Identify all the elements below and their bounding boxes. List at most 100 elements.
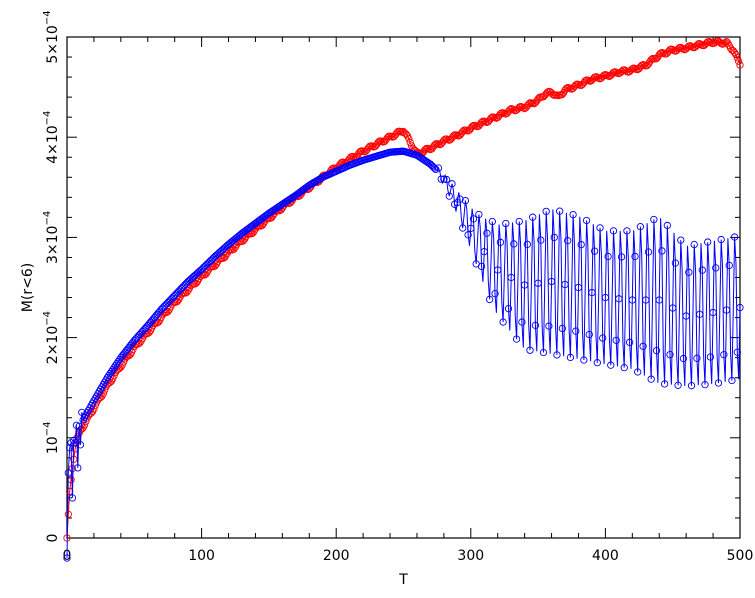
series-blue-point	[502, 219, 510, 228]
series-blue-point	[615, 295, 623, 303]
series-blue-point	[64, 469, 72, 477]
series-blue-point	[604, 252, 612, 261]
y-tick-exponent: −4	[42, 111, 53, 126]
series-blue-point	[531, 321, 540, 329]
series-red-point	[735, 57, 743, 65]
series-blue-point	[569, 210, 577, 219]
series-blue-point	[545, 322, 553, 330]
series-blue-point	[644, 248, 653, 256]
series-blue-point	[658, 247, 666, 255]
series-layer	[63, 37, 744, 562]
y-tick-mantissa: 4×10	[45, 125, 61, 163]
x-tick-label: 300	[457, 548, 484, 564]
y-tick-mantissa: 3×10	[45, 226, 61, 264]
series-blue-point	[642, 296, 650, 304]
series-blue-point	[693, 354, 701, 362]
series-red-point	[455, 132, 463, 140]
series-blue-point	[534, 279, 542, 287]
x-tick-label: 100	[188, 548, 215, 564]
series-blue-point	[196, 267, 204, 275]
series-blue-point	[588, 288, 596, 297]
series-blue-point	[639, 342, 647, 350]
series-blue-point	[459, 224, 467, 232]
series-blue-point	[210, 254, 218, 262]
axis-ticks	[66, 36, 741, 539]
series-blue-point	[647, 375, 655, 383]
series-red-point	[561, 86, 569, 94]
series-blue-point	[593, 359, 601, 367]
series-blue-point	[585, 330, 593, 339]
series-blue-point	[66, 444, 74, 452]
series-red-point	[64, 510, 72, 518]
series-red-point	[736, 61, 744, 69]
series-blue-point	[663, 221, 671, 230]
series-blue-point	[564, 237, 572, 245]
series-blue-point	[461, 196, 470, 205]
series-blue-point	[634, 368, 642, 376]
series-blue-point	[690, 240, 698, 249]
y-tick-label: 2×10−4	[42, 311, 61, 364]
series-blue-point	[736, 303, 744, 312]
series-red	[63, 37, 744, 542]
y-axis-label: M(r<6)	[20, 263, 36, 312]
y-tick-exponent: −4	[42, 311, 53, 326]
tick-labels: 0 100 200 300 400 500010−42×10−43×10−44×10−45…	[42, 10, 753, 564]
x-tick-label: 400	[592, 548, 619, 564]
series-blue-point	[599, 334, 607, 342]
y-tick-mantissa: 10	[45, 436, 61, 454]
series-blue-point	[617, 253, 626, 261]
series-blue-point	[679, 354, 688, 363]
series-blue-point	[582, 216, 591, 225]
series-blue-point	[720, 351, 728, 359]
series-red-point	[354, 151, 362, 159]
series-blue-point	[717, 235, 725, 244]
series-red-point	[522, 104, 530, 112]
series-red-point	[531, 99, 540, 107]
series-blue-point	[620, 363, 628, 372]
series-blue	[63, 147, 744, 562]
series-blue-point	[464, 231, 472, 239]
y-tick-label: 5×10−4	[42, 10, 61, 63]
series-blue-point	[115, 355, 124, 364]
series-red-point	[729, 47, 737, 55]
series-blue-point	[437, 175, 445, 183]
series-blue-point	[426, 160, 435, 168]
series-red-point	[580, 79, 588, 87]
series-blue-point	[496, 238, 505, 246]
y-tick-label: 4×10−4	[42, 111, 61, 164]
series-blue-point	[63, 554, 71, 562]
series-blue-point	[709, 308, 717, 317]
y-tick-exponent: −4	[42, 10, 53, 25]
series-blue-point	[722, 306, 731, 314]
y-tick-mantissa: 5×10	[45, 25, 61, 63]
series-blue-point	[207, 256, 215, 264]
series-red-point	[399, 127, 408, 136]
series-blue-point	[507, 273, 515, 282]
x-tick-label: 500	[727, 548, 754, 564]
series-blue-point	[523, 240, 531, 249]
series-blue-point	[75, 422, 83, 430]
series-blue-point	[483, 229, 491, 237]
series-blue-point	[456, 195, 464, 203]
series-red-point	[728, 46, 736, 54]
series-blue-point	[666, 351, 674, 359]
series-blue-point	[553, 351, 561, 359]
series-blue-point	[429, 163, 437, 171]
series-red-point	[228, 246, 237, 254]
series-blue-point	[623, 227, 631, 235]
series-blue-point	[550, 233, 558, 242]
series-blue-point	[574, 283, 583, 292]
series-blue-point	[655, 296, 663, 304]
series-red-point	[381, 137, 389, 146]
series-blue-line	[66, 150, 741, 559]
series-blue-point	[76, 441, 85, 449]
plot-border	[66, 36, 741, 539]
series-blue-point	[596, 224, 604, 232]
series-blue-point	[685, 268, 693, 276]
series-blue-point	[469, 215, 478, 223]
series-blue-point	[650, 215, 658, 224]
y-tick-mantissa: 2×10	[45, 326, 61, 364]
y-tick-label: 10−4	[42, 422, 61, 455]
series-blue-point	[475, 210, 483, 219]
